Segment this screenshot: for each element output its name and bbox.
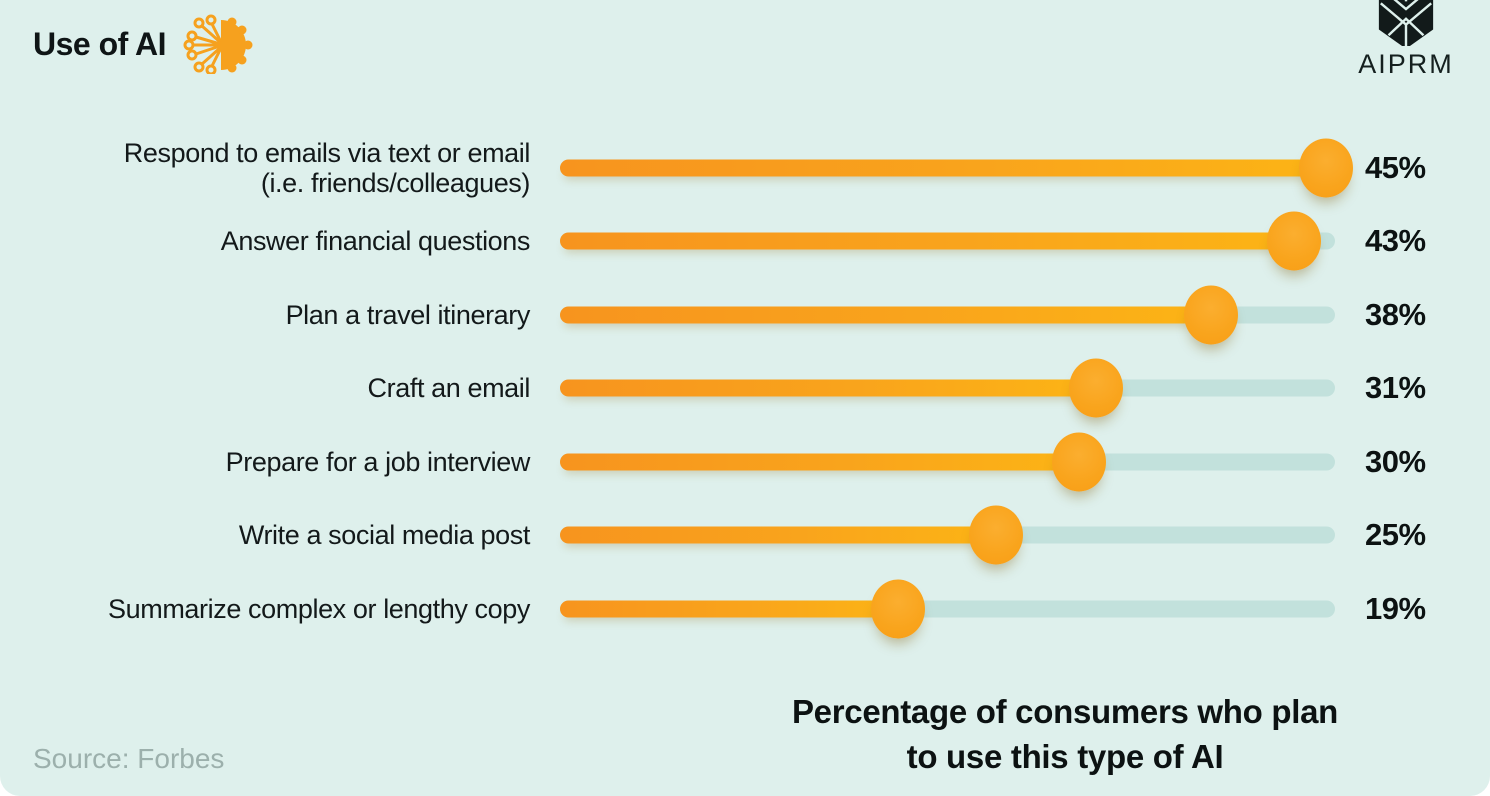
bar-dot (1299, 138, 1354, 198)
ai-circuit-brain-icon (182, 14, 256, 74)
bar-area (560, 133, 1354, 203)
category-label: Summarize complex or lengthy copy (108, 593, 530, 624)
lollipop-chart: Respond to emails via text or email (i.e… (33, 131, 1465, 646)
aiprm-emblem-icon (1375, 0, 1437, 46)
chart-row: Answer financial questions 43% (33, 205, 1465, 279)
category-label: Write a social media post (238, 520, 531, 551)
bar-area (560, 353, 1335, 423)
value-label: 43% (1365, 223, 1426, 259)
bar-area (560, 427, 1335, 497)
bar-dot (969, 505, 1024, 565)
bar-area (560, 280, 1335, 350)
brand-logo: AIPRM (1346, 0, 1466, 80)
chart-row: Plan a travel itinerary 38% (33, 278, 1465, 352)
bar-dot (1052, 432, 1107, 492)
bar-fill (560, 600, 898, 618)
source-label: Source: Forbes (33, 743, 225, 774)
category-label: Craft an email (367, 373, 531, 404)
brand-name: AIPRM (1358, 49, 1454, 79)
value-label: 30% (1365, 443, 1426, 479)
value-label: 45% (1365, 149, 1426, 185)
bar-fill (560, 453, 1080, 471)
bar-dot (1266, 211, 1321, 271)
bar-fill (560, 306, 1211, 324)
bar-fill (560, 159, 1327, 177)
bar-dot (870, 579, 925, 639)
chart-row: Prepare for a job interview 30% (33, 425, 1465, 499)
bar-area (560, 206, 1335, 276)
chart-caption: Percentage of consumers who plan to use … (791, 693, 1339, 775)
chart-row: Craft an email 31% (33, 352, 1465, 426)
bar-fill (560, 379, 1096, 397)
category-label: Plan a travel itinerary (285, 299, 531, 330)
bar-area (560, 574, 1335, 644)
chart-row: Write a social media post 25% (33, 499, 1465, 573)
bar-dot (1184, 285, 1238, 345)
chart-row: Summarize complex or lengthy copy 19% (33, 572, 1465, 646)
category-label: Answer financial questions (220, 226, 531, 257)
page-title: Use of AI (33, 25, 167, 62)
value-label: 31% (1365, 370, 1426, 406)
chart-row: Respond to emails via text or email (i.e… (33, 131, 1465, 205)
value-label: 25% (1365, 517, 1426, 553)
category-label: Respond to emails via text or email (i.e… (123, 137, 531, 198)
bar-fill (560, 232, 1294, 250)
value-label: 38% (1365, 296, 1426, 332)
value-label: 19% (1365, 590, 1426, 626)
bar-area (560, 500, 1335, 570)
category-label: Prepare for a job interview (225, 446, 531, 477)
bar-dot (1068, 358, 1123, 418)
bar-fill (560, 526, 997, 544)
header: Use of AI (33, 14, 256, 74)
